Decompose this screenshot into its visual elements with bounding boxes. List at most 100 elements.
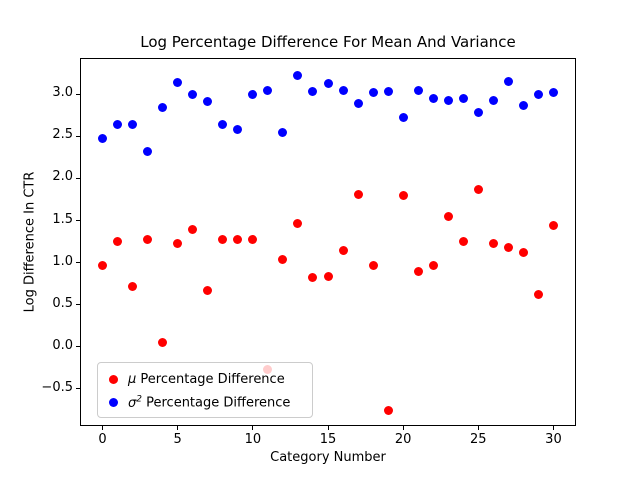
legend-item-sigma-squared: σ2 Percentage Difference	[98, 391, 312, 414]
mu-percentage-difference-point	[443, 211, 453, 221]
sigma-squared-percentage-difference-point	[533, 89, 543, 99]
sigma-squared-percentage-difference-point	[203, 97, 213, 107]
mu-percentage-difference-point	[518, 248, 528, 258]
sigma-squared-percentage-difference-point	[128, 120, 138, 130]
y-axis-tick	[76, 177, 80, 179]
y-axis-tick-label: 2.0	[52, 169, 73, 185]
sigma-squared-percentage-difference-point	[458, 93, 468, 103]
sigma-squared-percentage-difference-point	[188, 89, 198, 99]
sigma-squared-percentage-difference-point	[113, 120, 123, 130]
x-axis-tick	[252, 426, 254, 430]
x-axis-tick-label: 20	[394, 432, 412, 447]
mu-percentage-difference-point	[113, 237, 123, 247]
mu-percentage-difference-point	[533, 290, 543, 300]
sigma-squared-percentage-difference-point	[158, 103, 168, 113]
x-axis-tick-label: 0	[98, 432, 107, 447]
sigma-squared-percentage-difference-point	[368, 88, 378, 98]
x-axis-tick	[402, 426, 404, 430]
x-axis-tick-label: 5	[173, 432, 182, 447]
y-axis-tick-label: 1.5	[52, 211, 73, 227]
sigma-squared-percentage-difference-point	[383, 87, 393, 97]
legend-label-mu: μ Percentage Difference	[128, 372, 285, 387]
x-axis-tick	[552, 426, 554, 430]
sigma-squared-percentage-difference-point	[218, 120, 228, 130]
x-axis-tick-label: 30	[545, 432, 562, 447]
sigma-squared-percentage-difference-point	[248, 89, 258, 99]
sigma-squared-percentage-difference-point	[173, 77, 183, 87]
legend-item-mu: μ Percentage Difference	[98, 368, 312, 391]
sigma-squared-percentage-difference-point	[233, 125, 243, 135]
sigma-squared-percentage-difference-point	[413, 85, 423, 95]
mu-percentage-difference-point	[503, 242, 513, 252]
sigma-squared-percentage-difference-point	[518, 100, 528, 110]
sigma-squared-percentage-difference-point	[143, 146, 153, 156]
y-axis-tick-label: 0.0	[52, 337, 73, 353]
mu-percentage-difference-point	[338, 246, 348, 256]
sigma-squared-percentage-difference-point	[503, 77, 513, 87]
mu-percentage-difference-point	[158, 338, 168, 348]
mu-percentage-difference-point	[323, 271, 333, 281]
y-axis-tick-label: 3.0	[52, 85, 73, 101]
mu-percentage-difference-point	[308, 273, 318, 283]
y-axis-tick-label: −0.5	[41, 379, 73, 395]
legend-label-sigma-squared: σ2 Percentage Difference	[128, 394, 291, 411]
mu-percentage-difference-point	[488, 238, 498, 248]
sigma-squared-percentage-difference-point	[323, 78, 333, 88]
sigma-squared-percentage-difference-point	[353, 98, 363, 108]
mu-percentage-difference-point	[458, 237, 468, 247]
mu-percentage-difference-point	[398, 190, 408, 200]
mu-percentage-difference-point	[143, 235, 153, 245]
sigma-squared-percentage-difference-point	[278, 127, 288, 137]
y-axis-tick-label: 0.5	[52, 295, 73, 311]
sigma-squared-percentage-difference-point	[548, 88, 558, 98]
sigma-squared-percentage-difference-point	[428, 93, 438, 103]
y-axis-tick	[76, 93, 80, 95]
x-axis-tick	[177, 426, 179, 430]
mu-series-marker-icon	[109, 375, 118, 384]
mu-percentage-difference-point	[233, 235, 243, 245]
mu-percentage-difference-point	[98, 260, 108, 270]
mu-percentage-difference-point	[413, 266, 423, 276]
x-axis-tick	[477, 426, 479, 430]
mu-percentage-difference-point	[368, 260, 378, 270]
sigma-squared-percentage-difference-point	[443, 95, 453, 105]
x-axis-tick-label: 15	[319, 432, 337, 447]
sigma-squared-percentage-difference-point	[473, 108, 483, 118]
mu-percentage-difference-point	[293, 219, 303, 229]
x-axis-label: Category Number	[270, 450, 386, 465]
mu-percentage-difference-point	[353, 189, 363, 199]
y-axis-tick	[76, 262, 80, 264]
sigma-squared-percentage-difference-point	[338, 85, 348, 95]
sigma-squared-percentage-difference-point	[263, 85, 273, 95]
x-axis-tick	[102, 426, 104, 430]
y-axis-label: Log Difference In CTR	[22, 171, 38, 313]
mu-percentage-difference-point	[278, 254, 288, 264]
mu-percentage-difference-point	[188, 225, 198, 235]
x-axis-tick	[327, 426, 329, 430]
mu-percentage-difference-point	[248, 235, 258, 245]
y-axis-tick	[76, 220, 80, 222]
y-axis-tick	[76, 135, 80, 137]
x-axis-tick-label: 25	[470, 432, 487, 447]
x-axis-tick-label: 10	[244, 432, 262, 447]
y-axis-tick	[76, 388, 80, 390]
mu-percentage-difference-point	[173, 238, 183, 248]
y-axis-tick	[76, 304, 80, 306]
mu-percentage-difference-point	[428, 260, 438, 270]
sigma-squared-percentage-difference-point	[308, 87, 318, 97]
y-axis-tick-label: 2.5	[52, 127, 73, 143]
sigma-squared-series-marker-icon	[109, 398, 118, 407]
y-axis-tick-label: 1.0	[52, 253, 73, 269]
mu-percentage-difference-point	[218, 234, 228, 244]
mu-percentage-difference-point	[383, 406, 393, 416]
sigma-squared-percentage-difference-point	[398, 113, 408, 123]
chart-title: Log Percentage Difference For Mean And V…	[140, 33, 516, 51]
mu-percentage-difference-point	[548, 221, 558, 231]
y-axis-tick	[76, 346, 80, 348]
sigma-squared-percentage-difference-point	[98, 134, 108, 144]
sigma-squared-percentage-difference-point	[488, 95, 498, 105]
mu-percentage-difference-point	[473, 184, 483, 194]
mu-percentage-difference-point	[203, 285, 213, 295]
sigma-squared-percentage-difference-point	[293, 71, 303, 81]
